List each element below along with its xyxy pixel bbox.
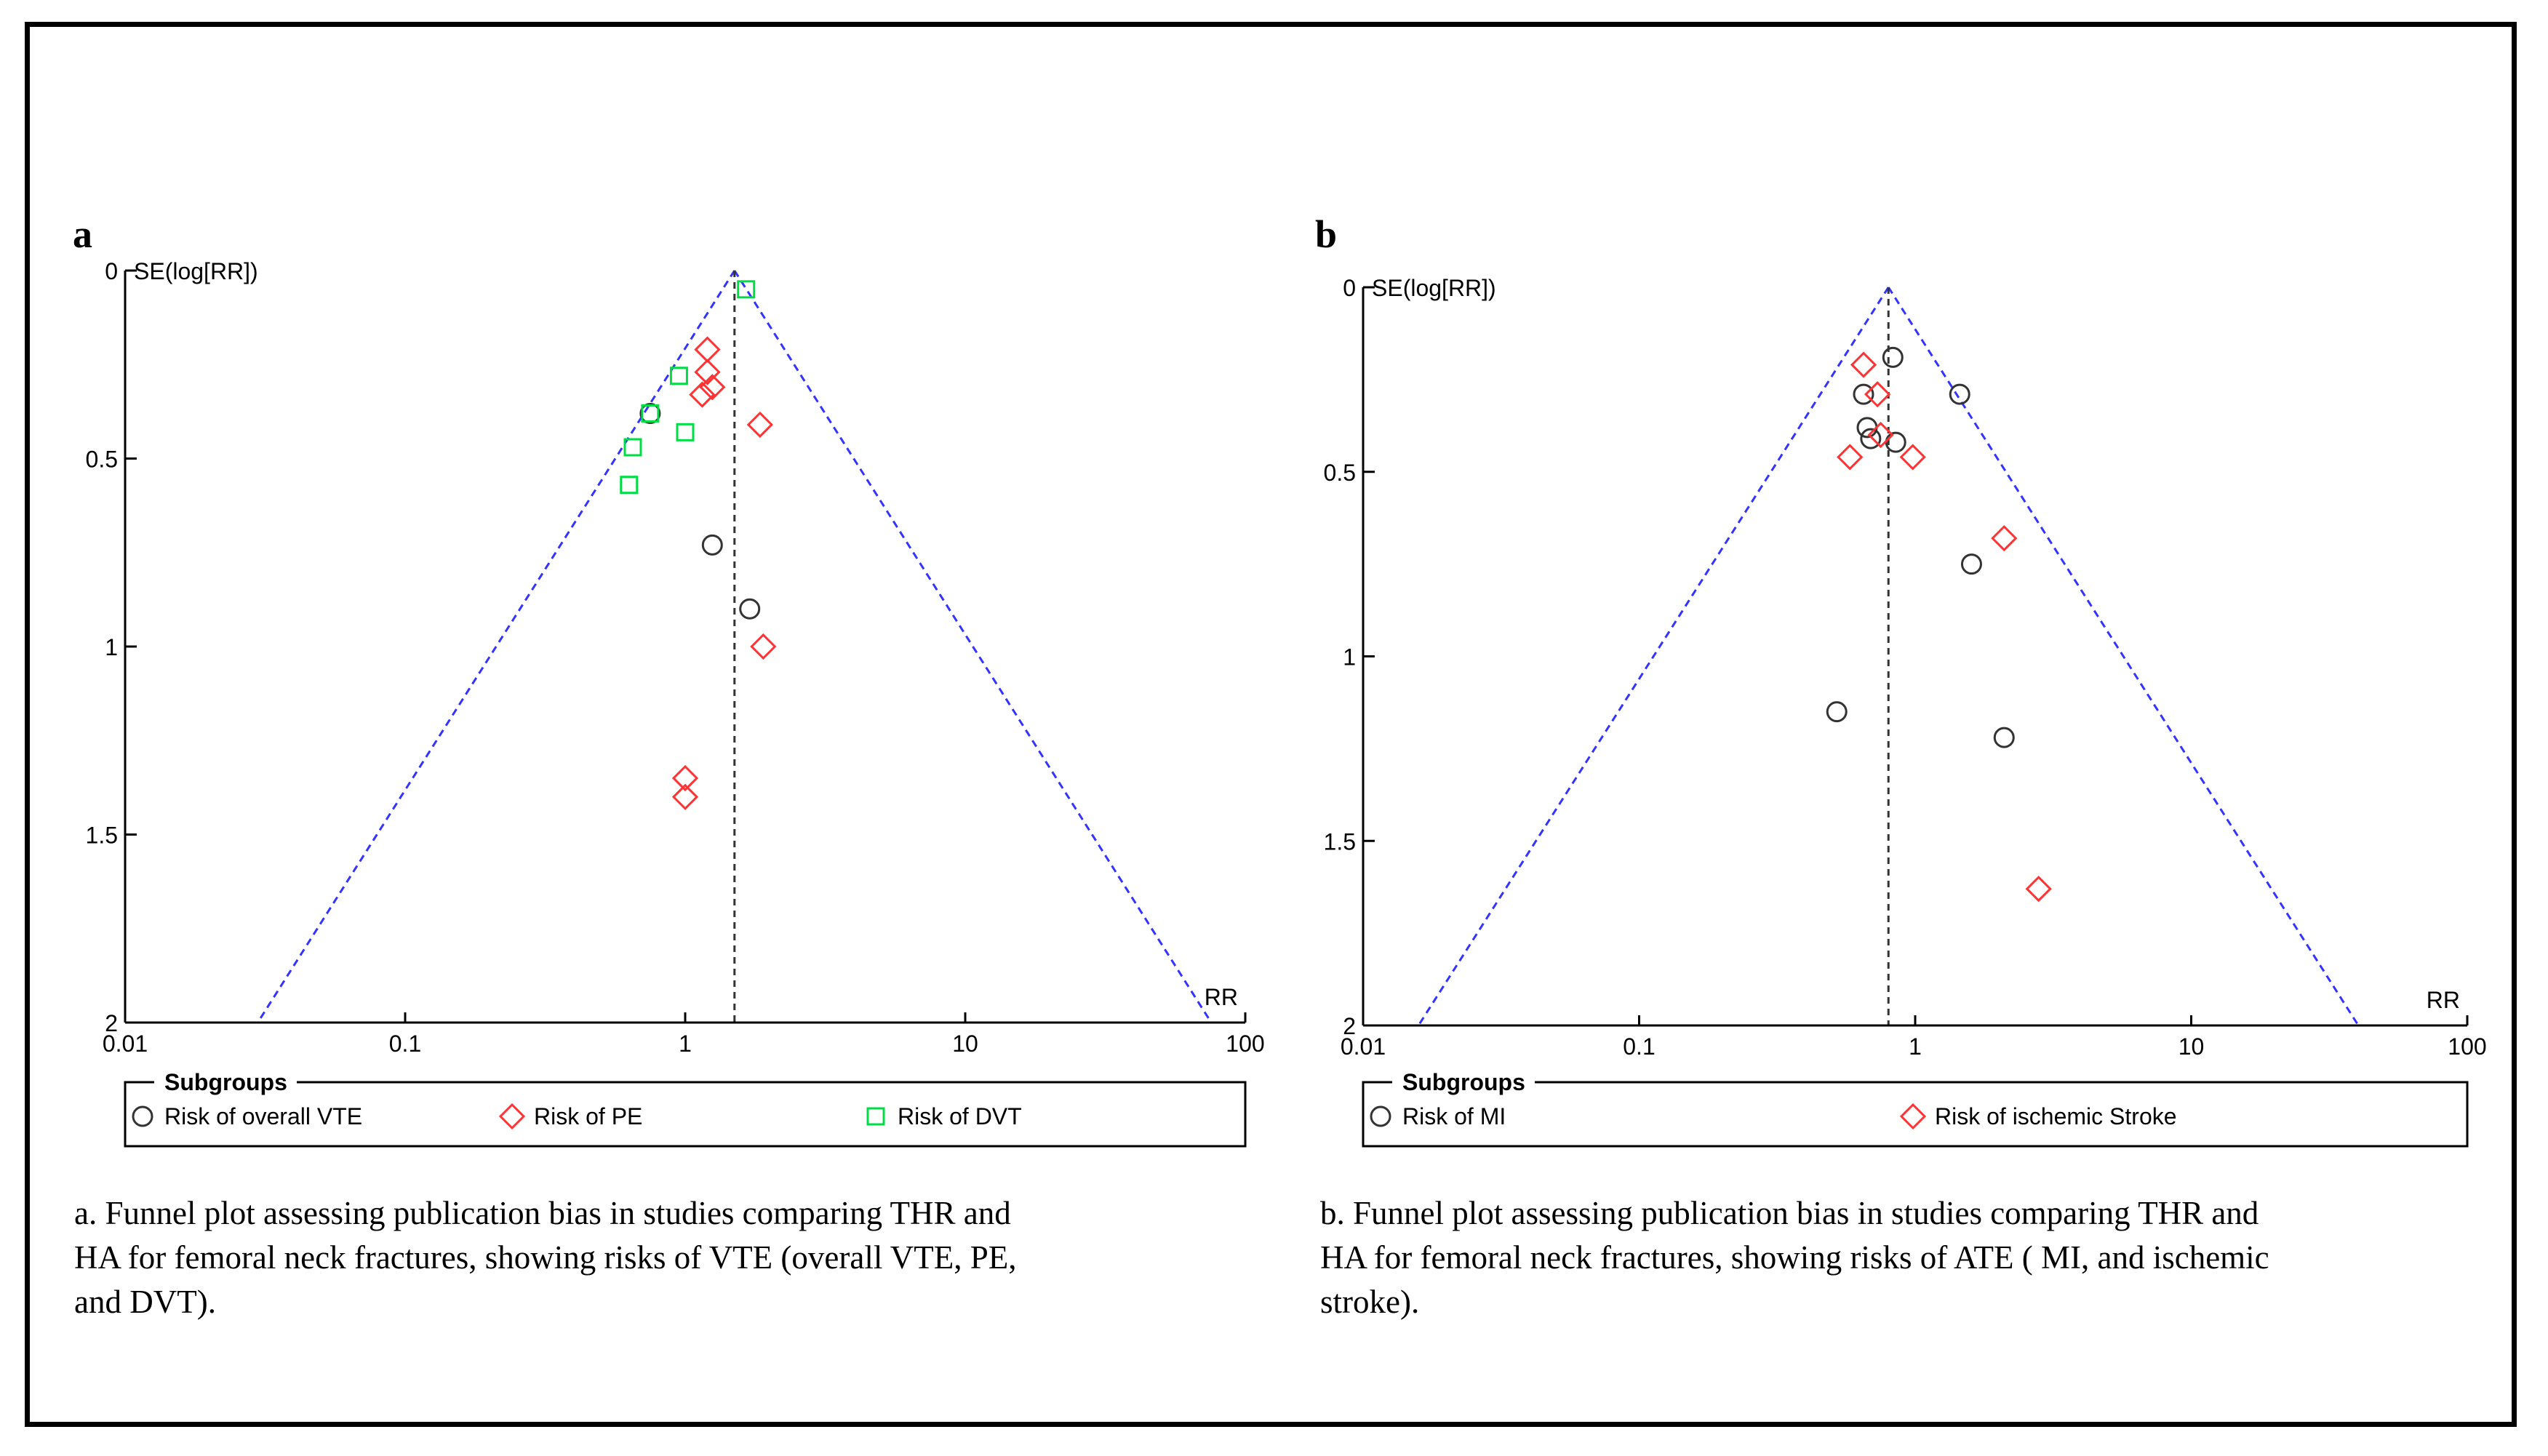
series-circle (1826, 346, 2015, 748)
data-point (1993, 727, 2015, 748)
caption-a: a. Funnel plot assessing publication bia… (74, 1191, 1017, 1324)
x-tick-label: 1 (1909, 1033, 1922, 1060)
data-point (1837, 444, 1864, 471)
caption-b-line: HA for femoral neck fractures, showing r… (1320, 1239, 2269, 1276)
figure-frame (25, 22, 2517, 1427)
data-point (623, 438, 642, 457)
panel-label: a (73, 212, 92, 256)
caption-a-line: HA for femoral neck fractures, showing r… (74, 1239, 1017, 1276)
data-point (1850, 351, 1877, 378)
data-point (750, 633, 777, 660)
funnel-right-line (733, 270, 1213, 1023)
legend-box (1362, 1081, 2469, 1148)
legend-title: Subgroups (164, 1069, 287, 1095)
data-point (671, 764, 699, 792)
data-point (1991, 524, 2018, 552)
y-tick-label: 1.5 (86, 823, 118, 849)
caption-a-line: a. Funnel plot assessing publication bia… (74, 1195, 1011, 1231)
data-point (1860, 428, 1882, 449)
legend-label: Risk of overall VTE (164, 1103, 362, 1129)
data-point (1949, 383, 1970, 405)
data-point (1960, 553, 1982, 575)
y-axis-title: SE(log[RR]) (134, 258, 258, 284)
data-point (1864, 381, 1891, 408)
x-tick-label: 10 (2178, 1033, 2205, 1060)
data-point (1867, 421, 1894, 449)
x-tick-label: 10 (952, 1031, 978, 1057)
x-tick-label: 0.01 (103, 1031, 148, 1057)
y-tick-label: 1.5 (1324, 828, 1356, 855)
legend-box (124, 1081, 1247, 1148)
y-tick-label: 2 (105, 1010, 118, 1036)
x-tick-label: 100 (1226, 1031, 1264, 1057)
caption-b: b. Funnel plot assessing publication bia… (1320, 1191, 2269, 1324)
legend-title-background (1392, 1068, 1535, 1097)
data-point (1882, 346, 1904, 368)
x-tick-label: 100 (2448, 1033, 2486, 1060)
data-point (699, 374, 726, 401)
data-point (2025, 876, 2052, 903)
legend-marker (866, 1107, 885, 1126)
x-tick-label: 1 (679, 1031, 692, 1057)
x-tick-label: 0.1 (1623, 1033, 1655, 1060)
data-point (746, 411, 773, 439)
funnel-plot-b: b0 0.5 1 1.5 20.01 0.1 1 10 100 SE(log[RR]) RR Subg… (1315, 212, 2487, 1148)
y-tick-label: 1 (105, 634, 118, 660)
data-point (671, 783, 699, 810)
data-point (701, 534, 723, 556)
caption-a-line: and DVT). (74, 1284, 216, 1320)
data-point (669, 367, 688, 385)
data-point (737, 280, 756, 299)
y-tick-label: 0.5 (1324, 460, 1356, 486)
y-tick-label: 0 (1343, 275, 1356, 301)
y-tick-label: 1 (1343, 644, 1356, 671)
data-point (1826, 701, 1848, 723)
y-tick-label: 0 (105, 258, 118, 284)
legend-marker (498, 1103, 526, 1130)
data-point (739, 598, 761, 620)
legend-title-background (154, 1068, 297, 1097)
legend-marker (1899, 1103, 1927, 1130)
y-tick-label: 0.5 (86, 447, 118, 473)
x-axis-title: RR (2427, 987, 2460, 1013)
y-axis-title: SE(log[RR]) (1372, 275, 1496, 301)
legend: Subgroups Risk of MI Risk of ischemic Stro… (1362, 1068, 2469, 1148)
data-point (620, 476, 639, 495)
legend-title: Subgroups (1402, 1069, 1525, 1095)
panel-label: b (1315, 212, 1337, 256)
data-point (689, 381, 716, 408)
data-point (639, 402, 661, 424)
series-diamond (671, 336, 777, 810)
data-point (694, 359, 721, 385)
funnel-right-line (1887, 287, 2360, 1026)
legend-label: Risk of PE (534, 1103, 642, 1129)
caption-b-line: b. Funnel plot assessing publication bia… (1320, 1195, 2259, 1231)
data-point (641, 404, 660, 423)
legend: Subgroups Risk of overall VTE Risk of PE Ri… (124, 1068, 1247, 1148)
x-tick-label: 0.01 (1341, 1033, 1386, 1060)
x-tick-label: 0.1 (389, 1031, 421, 1057)
legend-label: Risk of ischemic Stroke (1935, 1103, 2177, 1129)
x-axis-title: RR (1205, 984, 1238, 1010)
data-point (694, 336, 721, 363)
funnel-left-line (1417, 287, 1890, 1026)
funnel-plot-a: a0 0.5 1 1.5 20.01 0.1 1 10 100 SE(log[RR]) RR Subg… (73, 212, 1265, 1148)
caption-b-line: stroke). (1320, 1284, 1420, 1320)
series-circle (639, 402, 761, 620)
y-tick-label: 2 (1343, 1013, 1356, 1039)
funnel-left-line (257, 270, 736, 1023)
legend-label: Risk of MI (1402, 1103, 1506, 1129)
legend-marker (1370, 1105, 1391, 1127)
data-point (1899, 444, 1926, 471)
legend-marker (132, 1105, 153, 1127)
series-diamond (1837, 351, 2052, 903)
data-point (1856, 417, 1878, 439)
data-point (676, 423, 695, 441)
data-point (1853, 383, 1874, 405)
series-square (620, 280, 756, 495)
legend-label: Risk of DVT (898, 1103, 1022, 1129)
